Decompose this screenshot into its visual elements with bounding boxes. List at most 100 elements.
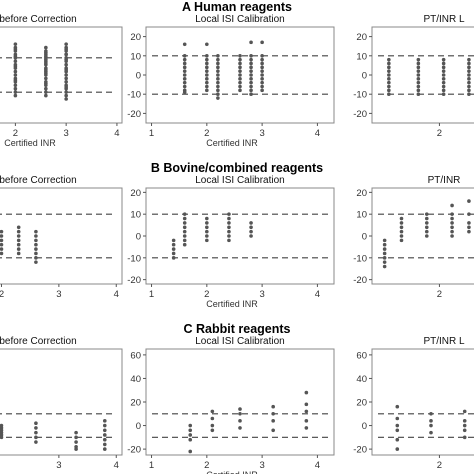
data-point [249, 40, 253, 45]
panel-a1: before Correction 2 3 4 Certified INR [0, 14, 123, 148]
y-tick-label: 20 [130, 398, 141, 409]
data-point [467, 212, 471, 216]
data-point [182, 242, 187, 247]
data-point [216, 61, 220, 66]
data-point [387, 80, 391, 85]
y-tick-label: -10 [353, 90, 367, 101]
data-point [260, 69, 264, 73]
panel-b1: before Correction 2 3 4 [0, 175, 123, 300]
data-point [238, 411, 242, 416]
data-point [102, 428, 107, 433]
data-point [227, 212, 231, 216]
x-tick-label: 2 [204, 128, 209, 139]
y-tick-label: 40 [356, 374, 367, 385]
data-point [102, 433, 107, 437]
data-point [441, 88, 446, 93]
data-point [216, 84, 220, 89]
data-point [205, 42, 209, 47]
data-point [467, 225, 471, 230]
data-point [467, 65, 471, 70]
data-point [467, 229, 471, 234]
data-point [424, 229, 429, 234]
data-point [467, 80, 471, 85]
data-point [182, 234, 187, 238]
data-point [387, 88, 391, 93]
x-tick-label: 2 [204, 460, 209, 471]
data-point [205, 221, 209, 225]
data-point [260, 80, 264, 85]
data-point [441, 84, 446, 89]
data-point [44, 86, 48, 91]
data-point [382, 264, 387, 269]
data-point [182, 77, 187, 81]
data-point [182, 90, 187, 95]
data-point [171, 247, 176, 251]
y-tick-label: 0 [362, 71, 367, 82]
x-tick-label: 2 [437, 128, 442, 139]
data-point [216, 77, 220, 81]
data-point [387, 57, 391, 62]
data-point [249, 229, 253, 234]
data-point [387, 84, 391, 89]
data-point [13, 54, 18, 58]
panel-frame [0, 26, 123, 124]
panel-title: before Correction [0, 14, 77, 25]
data-point [44, 54, 48, 58]
data-point [216, 73, 220, 77]
data-point [238, 65, 242, 70]
data-point [34, 440, 38, 444]
data-point [216, 57, 220, 62]
section-title-c: C Rabbit reagents [184, 322, 291, 336]
data-point [205, 61, 209, 66]
data-point [441, 61, 446, 66]
data-point [238, 80, 242, 85]
data-point [249, 73, 253, 77]
y-tick-label: 20 [130, 188, 141, 199]
data-point [441, 69, 446, 73]
data-point [210, 423, 215, 428]
data-point [395, 404, 400, 409]
data-point [416, 65, 421, 70]
panel-title: PT/INR L [423, 336, 465, 347]
data-point [34, 256, 38, 260]
data-point [16, 251, 21, 256]
data-point [205, 234, 209, 238]
data-point [450, 229, 454, 234]
data-point [44, 81, 48, 86]
data-point [182, 212, 187, 216]
data-point [450, 234, 454, 238]
data-point [260, 73, 264, 77]
data-point [304, 402, 309, 407]
section-title-b: B Bovine/combined reagents [151, 161, 323, 175]
data-point [16, 238, 21, 243]
data-point [182, 216, 187, 221]
data-point [44, 45, 48, 50]
data-point [102, 437, 107, 442]
data-point [441, 80, 446, 85]
data-point [44, 50, 48, 55]
data-point [271, 404, 275, 409]
panel-title: before Correction [0, 336, 77, 347]
data-point [450, 221, 454, 225]
x-tick-label: 4 [315, 460, 320, 471]
data-point [182, 65, 187, 70]
data-point [260, 65, 264, 70]
panel-c3: PT/INR L 2 -20 0 20 40 60 [353, 336, 474, 471]
y-tick-label: 20 [130, 32, 141, 43]
y-tick-label: 10 [356, 51, 367, 62]
data-point [64, 52, 68, 57]
data-point [462, 428, 467, 433]
panel-title: before Correction [0, 175, 77, 186]
data-point [238, 57, 242, 62]
data-point [249, 80, 253, 85]
data-point [238, 88, 242, 93]
data-point [249, 54, 253, 58]
data-point [13, 78, 18, 82]
data-point [416, 80, 421, 85]
data-point [395, 447, 400, 451]
data-point [205, 229, 209, 234]
data-point [64, 97, 68, 101]
data-point [64, 62, 68, 67]
data-point [467, 77, 471, 81]
